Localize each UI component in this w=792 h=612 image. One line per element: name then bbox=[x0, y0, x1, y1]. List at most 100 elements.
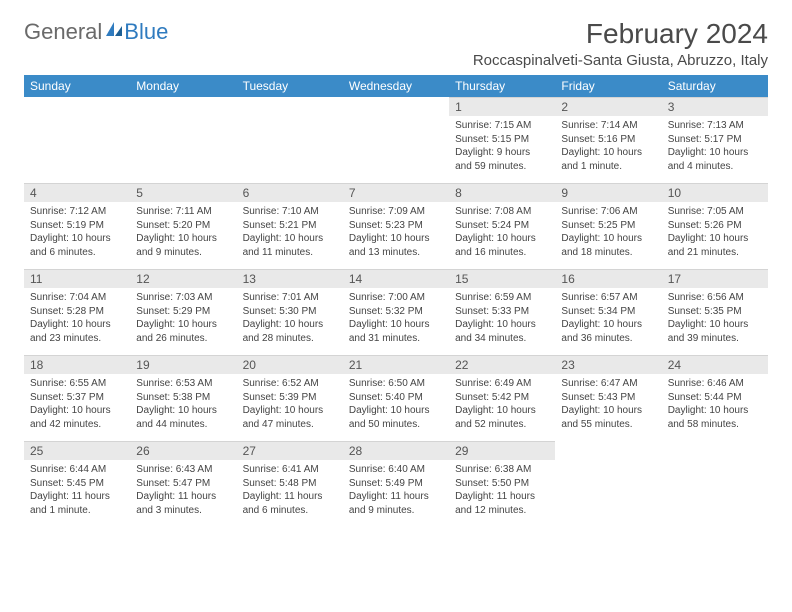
weekday-header: Monday bbox=[130, 75, 236, 97]
logo-sail-icon bbox=[104, 18, 124, 44]
calendar-day-cell: 11Sunrise: 7:04 AMSunset: 5:28 PMDayligh… bbox=[24, 269, 130, 355]
location: Roccaspinalveti-Santa Giusta, Abruzzo, I… bbox=[473, 52, 768, 69]
day-details: Sunrise: 6:50 AMSunset: 5:40 PMDaylight:… bbox=[343, 374, 449, 435]
day-number: 3 bbox=[662, 97, 768, 116]
weekday-header: Saturday bbox=[662, 75, 768, 97]
calendar-day-cell: 20Sunrise: 6:52 AMSunset: 5:39 PMDayligh… bbox=[237, 355, 343, 441]
calendar-day-cell: 1Sunrise: 7:15 AMSunset: 5:15 PMDaylight… bbox=[449, 97, 555, 183]
calendar-day-cell: 2Sunrise: 7:14 AMSunset: 5:16 PMDaylight… bbox=[555, 97, 661, 183]
calendar-day-cell: 10Sunrise: 7:05 AMSunset: 5:26 PMDayligh… bbox=[662, 183, 768, 269]
calendar-day-cell: 5Sunrise: 7:11 AMSunset: 5:20 PMDaylight… bbox=[130, 183, 236, 269]
header: General Blue February 2024 Roccaspinalve… bbox=[24, 18, 768, 69]
day-number: 14 bbox=[343, 269, 449, 288]
calendar-day-cell: 27Sunrise: 6:41 AMSunset: 5:48 PMDayligh… bbox=[237, 441, 343, 527]
calendar-day-cell: 14Sunrise: 7:00 AMSunset: 5:32 PMDayligh… bbox=[343, 269, 449, 355]
day-details: Sunrise: 7:10 AMSunset: 5:21 PMDaylight:… bbox=[237, 202, 343, 263]
day-number: 11 bbox=[24, 269, 130, 288]
day-details: Sunrise: 7:03 AMSunset: 5:29 PMDaylight:… bbox=[130, 288, 236, 349]
day-details: Sunrise: 7:11 AMSunset: 5:20 PMDaylight:… bbox=[130, 202, 236, 263]
calendar-day-cell: 22Sunrise: 6:49 AMSunset: 5:42 PMDayligh… bbox=[449, 355, 555, 441]
weekday-header: Friday bbox=[555, 75, 661, 97]
day-details: Sunrise: 6:44 AMSunset: 5:45 PMDaylight:… bbox=[24, 460, 130, 521]
day-details: Sunrise: 7:09 AMSunset: 5:23 PMDaylight:… bbox=[343, 202, 449, 263]
day-details: Sunrise: 6:57 AMSunset: 5:34 PMDaylight:… bbox=[555, 288, 661, 349]
day-details: Sunrise: 6:55 AMSunset: 5:37 PMDaylight:… bbox=[24, 374, 130, 435]
logo: General Blue bbox=[24, 18, 168, 46]
day-number: 12 bbox=[130, 269, 236, 288]
day-number: 28 bbox=[343, 441, 449, 460]
calendar-body: 1Sunrise: 7:15 AMSunset: 5:15 PMDaylight… bbox=[24, 97, 768, 527]
day-details: Sunrise: 6:46 AMSunset: 5:44 PMDaylight:… bbox=[662, 374, 768, 435]
day-number: 26 bbox=[130, 441, 236, 460]
day-number: 22 bbox=[449, 355, 555, 374]
day-number: 1 bbox=[449, 97, 555, 116]
calendar-day-cell: 12Sunrise: 7:03 AMSunset: 5:29 PMDayligh… bbox=[130, 269, 236, 355]
day-number: 17 bbox=[662, 269, 768, 288]
calendar-day-cell bbox=[555, 441, 661, 527]
weekday-header-row: SundayMondayTuesdayWednesdayThursdayFrid… bbox=[24, 75, 768, 97]
day-number: 10 bbox=[662, 183, 768, 202]
calendar-day-cell: 29Sunrise: 6:38 AMSunset: 5:50 PMDayligh… bbox=[449, 441, 555, 527]
day-number: 25 bbox=[24, 441, 130, 460]
calendar-day-cell: 3Sunrise: 7:13 AMSunset: 5:17 PMDaylight… bbox=[662, 97, 768, 183]
day-number: 21 bbox=[343, 355, 449, 374]
calendar-day-cell bbox=[130, 97, 236, 183]
day-number: 8 bbox=[449, 183, 555, 202]
day-details: Sunrise: 7:01 AMSunset: 5:30 PMDaylight:… bbox=[237, 288, 343, 349]
day-details: Sunrise: 7:15 AMSunset: 5:15 PMDaylight:… bbox=[449, 116, 555, 177]
day-details: Sunrise: 7:14 AMSunset: 5:16 PMDaylight:… bbox=[555, 116, 661, 177]
weekday-header: Sunday bbox=[24, 75, 130, 97]
day-number: 23 bbox=[555, 355, 661, 374]
calendar-day-cell: 21Sunrise: 6:50 AMSunset: 5:40 PMDayligh… bbox=[343, 355, 449, 441]
day-details: Sunrise: 6:41 AMSunset: 5:48 PMDaylight:… bbox=[237, 460, 343, 521]
title-block: February 2024 Roccaspinalveti-Santa Gius… bbox=[473, 18, 768, 69]
weekday-header: Tuesday bbox=[237, 75, 343, 97]
calendar-day-cell: 17Sunrise: 6:56 AMSunset: 5:35 PMDayligh… bbox=[662, 269, 768, 355]
day-number: 16 bbox=[555, 269, 661, 288]
weekday-header: Wednesday bbox=[343, 75, 449, 97]
day-number: 18 bbox=[24, 355, 130, 374]
calendar-day-cell: 25Sunrise: 6:44 AMSunset: 5:45 PMDayligh… bbox=[24, 441, 130, 527]
calendar-day-cell: 7Sunrise: 7:09 AMSunset: 5:23 PMDaylight… bbox=[343, 183, 449, 269]
day-details: Sunrise: 7:06 AMSunset: 5:25 PMDaylight:… bbox=[555, 202, 661, 263]
day-number: 6 bbox=[237, 183, 343, 202]
day-details: Sunrise: 6:56 AMSunset: 5:35 PMDaylight:… bbox=[662, 288, 768, 349]
day-details: Sunrise: 7:00 AMSunset: 5:32 PMDaylight:… bbox=[343, 288, 449, 349]
day-details: Sunrise: 6:52 AMSunset: 5:39 PMDaylight:… bbox=[237, 374, 343, 435]
day-details: Sunrise: 6:47 AMSunset: 5:43 PMDaylight:… bbox=[555, 374, 661, 435]
day-number: 15 bbox=[449, 269, 555, 288]
calendar-day-cell: 23Sunrise: 6:47 AMSunset: 5:43 PMDayligh… bbox=[555, 355, 661, 441]
calendar-week-row: 18Sunrise: 6:55 AMSunset: 5:37 PMDayligh… bbox=[24, 355, 768, 441]
logo-text-blue: Blue bbox=[124, 19, 168, 45]
calendar-day-cell bbox=[24, 97, 130, 183]
day-details: Sunrise: 6:53 AMSunset: 5:38 PMDaylight:… bbox=[130, 374, 236, 435]
calendar-week-row: 4Sunrise: 7:12 AMSunset: 5:19 PMDaylight… bbox=[24, 183, 768, 269]
day-details: Sunrise: 6:40 AMSunset: 5:49 PMDaylight:… bbox=[343, 460, 449, 521]
day-details: Sunrise: 7:05 AMSunset: 5:26 PMDaylight:… bbox=[662, 202, 768, 263]
day-number: 4 bbox=[24, 183, 130, 202]
calendar-day-cell: 26Sunrise: 6:43 AMSunset: 5:47 PMDayligh… bbox=[130, 441, 236, 527]
calendar-week-row: 1Sunrise: 7:15 AMSunset: 5:15 PMDaylight… bbox=[24, 97, 768, 183]
day-details: Sunrise: 7:08 AMSunset: 5:24 PMDaylight:… bbox=[449, 202, 555, 263]
calendar-day-cell bbox=[237, 97, 343, 183]
day-number: 20 bbox=[237, 355, 343, 374]
day-number: 19 bbox=[130, 355, 236, 374]
day-details: Sunrise: 7:04 AMSunset: 5:28 PMDaylight:… bbox=[24, 288, 130, 349]
calendar-day-cell: 19Sunrise: 6:53 AMSunset: 5:38 PMDayligh… bbox=[130, 355, 236, 441]
day-details: Sunrise: 6:49 AMSunset: 5:42 PMDaylight:… bbox=[449, 374, 555, 435]
day-details: Sunrise: 6:38 AMSunset: 5:50 PMDaylight:… bbox=[449, 460, 555, 521]
day-number: 13 bbox=[237, 269, 343, 288]
day-number: 7 bbox=[343, 183, 449, 202]
day-number: 24 bbox=[662, 355, 768, 374]
calendar-week-row: 11Sunrise: 7:04 AMSunset: 5:28 PMDayligh… bbox=[24, 269, 768, 355]
calendar-day-cell bbox=[662, 441, 768, 527]
calendar-day-cell: 9Sunrise: 7:06 AMSunset: 5:25 PMDaylight… bbox=[555, 183, 661, 269]
calendar-day-cell: 28Sunrise: 6:40 AMSunset: 5:49 PMDayligh… bbox=[343, 441, 449, 527]
day-details: Sunrise: 6:43 AMSunset: 5:47 PMDaylight:… bbox=[130, 460, 236, 521]
weekday-header: Thursday bbox=[449, 75, 555, 97]
calendar-day-cell: 8Sunrise: 7:08 AMSunset: 5:24 PMDaylight… bbox=[449, 183, 555, 269]
day-number: 5 bbox=[130, 183, 236, 202]
calendar-day-cell: 24Sunrise: 6:46 AMSunset: 5:44 PMDayligh… bbox=[662, 355, 768, 441]
month-title: February 2024 bbox=[473, 18, 768, 50]
calendar-table: SundayMondayTuesdayWednesdayThursdayFrid… bbox=[24, 75, 768, 527]
